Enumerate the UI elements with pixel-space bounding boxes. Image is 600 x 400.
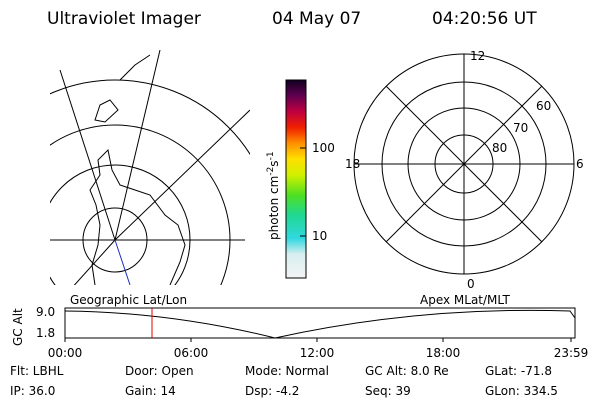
time: 04:20:56 UT [432, 9, 537, 29]
polar-label: 0 [467, 277, 475, 291]
timeline-label: Apex MLat/MLT [420, 293, 510, 307]
x-tick-label: 00:00 [48, 346, 83, 360]
date: 04 May 07 [272, 9, 361, 29]
colorbar-tick: 10 [312, 229, 327, 243]
x-tick-label: 23:59 [554, 346, 589, 360]
x-tick-label: 06:00 [174, 346, 209, 360]
time-ticks: 00:00 06:00 12:00 18:00 23:59 [48, 338, 589, 360]
colorbar-tick: 100 [312, 141, 335, 155]
footer-field: Mode: Normal [245, 364, 329, 378]
polar-label: 6 [576, 157, 584, 171]
timeline-label: Geographic Lat/Lon [70, 293, 187, 307]
footer-field: GLat: -71.8 [485, 364, 552, 378]
map [50, 50, 250, 285]
polar-label: 60 [536, 99, 551, 113]
exponent: -2 [266, 167, 276, 176]
footer-field: Seq: 39 [365, 384, 411, 398]
colorbar [285, 79, 307, 279]
timeline-box [64, 307, 576, 339]
polar-label: 70 [513, 121, 528, 135]
footer-field: Gain: 14 [125, 384, 176, 398]
footer-field: IP: 36.0 [10, 384, 55, 398]
footer-field: Dsp: -4.2 [245, 384, 299, 398]
title: Ultraviolet Imager [47, 9, 201, 29]
unit: photon cm [267, 176, 281, 240]
footer-field: GC Alt: 8.0 Re [365, 364, 449, 378]
axis-label: GC Alt [11, 308, 25, 346]
polar-label: 12 [470, 49, 485, 63]
x-tick-label: 12:00 [300, 346, 335, 360]
unit: s [267, 160, 281, 166]
polar-label: 18 [345, 157, 360, 171]
x-tick-label: 18:00 [426, 346, 461, 360]
footer-field: GLon: 334.5 [485, 384, 558, 398]
footer: Flt: LBHL Door: Open Mode: Normal GC Alt: 8… [10, 364, 558, 398]
exponent: -1 [266, 151, 276, 160]
colorbar-label: photon cm-2s-1 [266, 151, 281, 240]
polar-plot [353, 53, 575, 275]
footer-field: Door: Open [125, 364, 194, 378]
footer-field: Flt: LBHL [10, 364, 64, 378]
polar-label: 80 [492, 141, 507, 155]
altitude-curve [64, 309, 576, 339]
y-tick-label: 9.0 [36, 305, 55, 319]
y-tick-label: 1.8 [36, 326, 55, 340]
